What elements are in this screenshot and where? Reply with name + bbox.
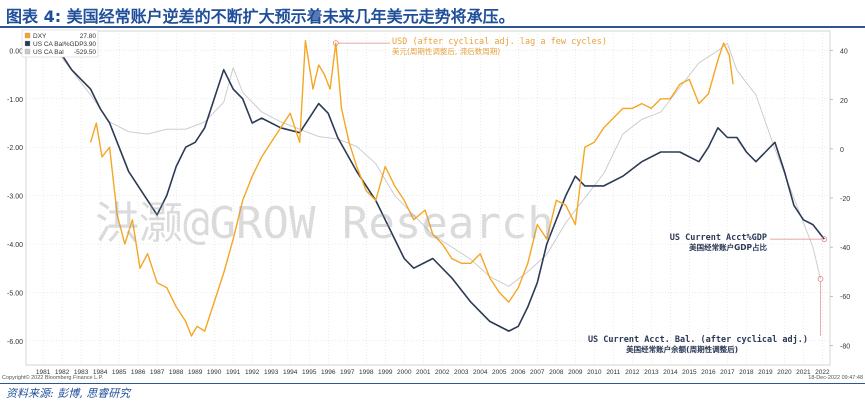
x-tick-label: 2006	[511, 369, 526, 376]
x-tick-label: 2017	[720, 369, 735, 376]
y-left-tick-label: 0.00	[9, 48, 23, 55]
y-right-tick-label: -40	[840, 245, 850, 252]
x-tick-label: 1984	[93, 369, 108, 376]
y-right-tick-label: -60	[840, 294, 850, 301]
figure-title: 图表 4: 美国经常账户逆差的不断扩大预示着未来几年美元走势将承压。	[6, 7, 515, 26]
chart-svg: 洪灏@GROW Research 1981 1982 1983 1984 1985 198…	[2, 29, 863, 381]
ca-bal-end-marker	[817, 276, 824, 282]
series-line-us-ca-bal-gdp	[25, 35, 825, 332]
x-tick-label: 2011	[606, 369, 620, 376]
y-right-tick-label: 40	[840, 49, 848, 56]
x-tick-label: 1999	[378, 369, 393, 376]
x-tick-label: 1989	[188, 369, 203, 376]
ca-bal-annotation-en: US Current Acct. Bal. (after cyclical ad…	[588, 334, 808, 345]
legend-swatch	[24, 48, 31, 55]
y-left-tick-label: -4.00	[7, 242, 23, 249]
tick-layer: 1981 1982 1983 1984 1985 1986 1987 1988 1989 1990…	[7, 48, 850, 376]
timestamp-note: 18-Dec-2022 09:47:48	[808, 375, 863, 381]
legend-swatch	[24, 32, 31, 39]
usd-annotation-cn: 美元(周期性调整后, 滞后数周期)	[392, 46, 500, 56]
y-left-tick-label: -2.00	[7, 145, 23, 152]
ca-gdp-end-marker	[821, 236, 828, 243]
ca-gdp-annotation-cn: 美国经常账户GDP占比	[689, 242, 767, 252]
x-tick-label: 1992	[245, 369, 260, 376]
x-tick-label: 1981	[36, 369, 51, 376]
x-tick-label: 1982	[55, 369, 70, 376]
x-tick-label: 2016	[701, 369, 716, 376]
x-tick-label: 2004	[473, 369, 488, 376]
x-tick-label: 2021	[796, 369, 811, 376]
watermark: 洪灏@GROW Research	[95, 198, 554, 249]
x-tick-label: 1997	[340, 369, 355, 376]
source-note: 资料来源: 彭博, 思睿研究	[6, 387, 131, 400]
x-tick-label: 2013	[644, 369, 659, 376]
x-tick-label: 2003	[454, 369, 469, 376]
x-tick-label: 2019	[758, 369, 773, 376]
x-tick-label: 1990	[207, 369, 222, 376]
x-tick-label: 1985	[112, 369, 127, 376]
legend-value: -529.50	[74, 49, 96, 56]
x-tick-label: 2001	[416, 369, 431, 376]
x-tick-label: 1986	[131, 369, 146, 376]
y-right-tick-label: 0	[840, 147, 844, 154]
legend-value: -3.90	[81, 41, 96, 48]
x-tick-label: 2018	[739, 369, 754, 376]
x-tick-label: 2010	[587, 369, 602, 376]
ca-bal-annotation-cn: 美国经常账户余额(周期性调整后)	[626, 344, 738, 354]
y-right-tick-label: -20	[840, 196, 850, 203]
x-tick-label: 1996	[321, 369, 336, 376]
x-tick-label: 2007	[530, 369, 545, 376]
x-tick-label: 1987	[150, 369, 165, 376]
x-tick-label: 1998	[359, 369, 374, 376]
grid	[25, 30, 831, 366]
x-tick-label: 2020	[777, 369, 792, 376]
annotation-layer: USD (after cyclical adj. lag a few cycle…	[332, 37, 828, 354]
x-tick-label: 2012	[625, 369, 640, 376]
y-left-tick-label: -1.00	[7, 97, 23, 104]
x-tick-label: 1993	[264, 369, 279, 376]
x-tick-label: 1983	[74, 369, 89, 376]
series-line-dxy	[89, 39, 734, 337]
x-tick-label: 2008	[549, 369, 564, 376]
legend-label: DXY	[33, 33, 47, 40]
legend-label: US CA Bal%GDP	[33, 41, 84, 48]
y-left-tick-label: -3.00	[7, 194, 23, 201]
x-tick-label: 2002	[435, 369, 450, 376]
legend-label: US CA Bal	[33, 49, 64, 56]
legend-value: 27.80	[80, 33, 97, 40]
legend-swatch	[24, 40, 31, 47]
x-tick-label: 1994	[283, 369, 298, 376]
y-right-tick-label: -80	[840, 343, 850, 350]
x-tick-label: 2015	[682, 369, 697, 376]
bottom-rule	[0, 383, 865, 384]
x-tick-label: 1991	[226, 369, 241, 376]
y-right-tick-label: 20	[840, 98, 848, 105]
series-line-us-ca-bal	[25, 35, 821, 287]
copyright-note: Copyright© 2022 Bloomberg Finance L.P.	[2, 374, 104, 381]
series-layer	[25, 35, 825, 337]
x-tick-label: 1988	[169, 369, 184, 376]
y-left-tick-label: -6.00	[7, 339, 23, 346]
x-tick-label: 2000	[397, 369, 412, 376]
title-rule	[0, 26, 865, 28]
x-tick-label: 1995	[302, 369, 317, 376]
x-tick-label: 2009	[568, 369, 583, 376]
usd-annotation-en: USD (after cyclical adj. lag a few cycle…	[392, 37, 607, 47]
x-tick-label: 2022	[815, 369, 830, 376]
x-tick-label: 2014	[663, 369, 678, 376]
x-tick-label: 2005	[492, 369, 507, 376]
y-left-tick-label: -5.00	[7, 290, 23, 297]
ca-gdp-annotation-en: US Current Acct%GDP	[670, 233, 767, 243]
